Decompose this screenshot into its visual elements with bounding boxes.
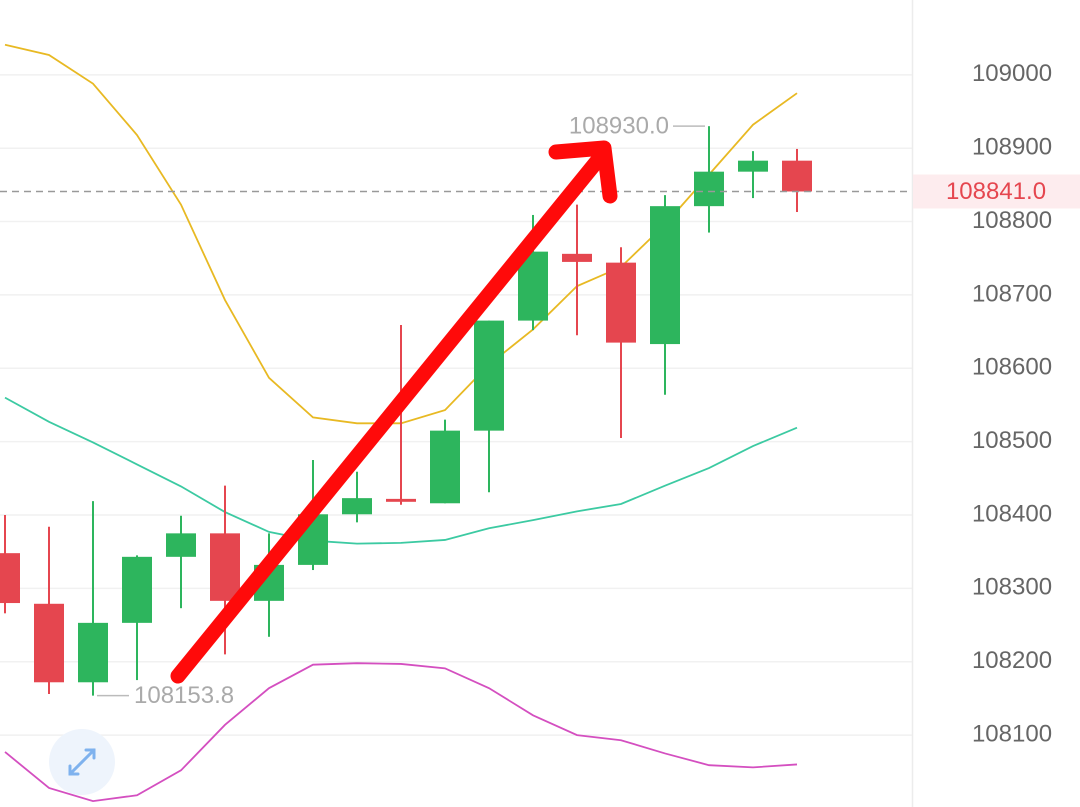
y-tick-label: 108100 bbox=[972, 720, 1052, 747]
candle-body bbox=[386, 498, 416, 502]
band-line bbox=[4, 396, 798, 545]
candle-body bbox=[342, 498, 372, 515]
candle-body bbox=[122, 556, 152, 623]
y-tick-label: 108500 bbox=[972, 427, 1052, 454]
plot bbox=[0, 43, 812, 803]
candle-body bbox=[0, 553, 20, 604]
y-tick-label: 109000 bbox=[972, 60, 1052, 87]
candle-body bbox=[34, 603, 64, 683]
last-price-label: 108841.0 bbox=[946, 178, 1046, 205]
y-tick-label: 108900 bbox=[972, 134, 1052, 161]
band-line bbox=[4, 662, 798, 803]
y-tick-label: 108400 bbox=[972, 500, 1052, 527]
candle-body bbox=[562, 253, 592, 262]
y-tick-label: 108600 bbox=[972, 354, 1052, 381]
y-tick-label: 108800 bbox=[972, 207, 1052, 234]
candle-body bbox=[738, 160, 768, 172]
candle-body bbox=[210, 533, 240, 601]
candle-body bbox=[166, 533, 196, 557]
candle-body bbox=[78, 622, 108, 683]
last-price-box bbox=[913, 174, 1080, 209]
candle-body bbox=[606, 262, 636, 343]
candle-body bbox=[430, 430, 460, 504]
candle-body bbox=[650, 206, 680, 345]
candle-body bbox=[474, 320, 504, 431]
y-tick-label: 108200 bbox=[972, 647, 1052, 674]
max-label: 108930.0 bbox=[569, 113, 669, 140]
candle-body bbox=[694, 171, 724, 207]
y-tick-label: 108700 bbox=[972, 280, 1052, 307]
y-tick-label: 108300 bbox=[972, 574, 1052, 601]
candle-body bbox=[782, 160, 812, 192]
expand-button[interactable] bbox=[49, 729, 115, 795]
trend-arrow bbox=[170, 140, 618, 684]
min-label: 108153.8 bbox=[134, 682, 234, 709]
annotations: 108841.0 108930.0 108153.8 bbox=[0, 113, 1080, 709]
